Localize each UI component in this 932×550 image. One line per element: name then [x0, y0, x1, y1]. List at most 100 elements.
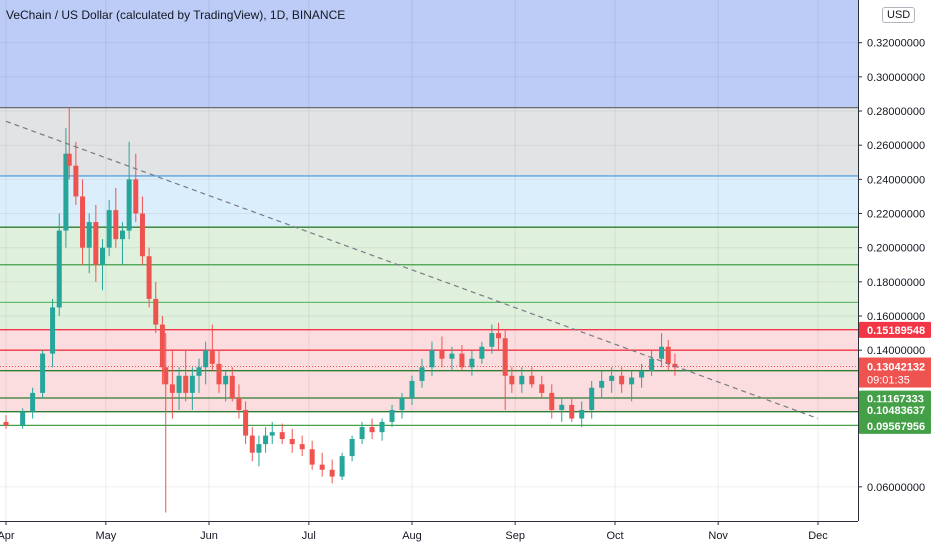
candle-body	[133, 179, 139, 214]
trendline[interactable]	[5, 120, 819, 420]
price-zone	[0, 0, 858, 108]
candle-body	[469, 358, 475, 368]
candle-body	[20, 411, 26, 426]
candle-body	[619, 375, 625, 385]
candle-body	[299, 444, 305, 450]
candle-body	[329, 469, 335, 477]
candle-body	[73, 165, 79, 197]
candle-body	[629, 377, 635, 385]
candle-body	[113, 210, 119, 240]
candle-body	[489, 333, 495, 347]
candle-body	[216, 363, 222, 385]
candle-body	[319, 464, 325, 470]
countdown-label: 09:01:35	[867, 375, 910, 387]
price-tick-label: 0.28000000	[867, 106, 925, 118]
price-tick-label: 0.06000000	[867, 482, 925, 494]
candle-body	[139, 213, 145, 257]
candle-body	[339, 456, 345, 477]
candle-body	[599, 380, 605, 388]
price-tag-label: 0.09567956	[867, 421, 925, 433]
candle-body	[399, 398, 405, 410]
time-tick-label: Nov	[708, 530, 728, 542]
candle-body	[249, 435, 255, 453]
price-tick-label: 0.18000000	[867, 277, 925, 289]
candle-body	[40, 353, 46, 393]
candle-body	[119, 230, 125, 240]
candle-body	[549, 392, 555, 410]
candle-body	[66, 153, 72, 166]
price-tick-label: 0.16000000	[867, 311, 925, 323]
candle-body	[229, 375, 235, 399]
currency-badge[interactable]: USD	[882, 7, 916, 23]
price-tag-background	[859, 417, 931, 434]
time-tick-label: Jun	[200, 530, 218, 542]
candle-body	[649, 358, 655, 371]
candle-body	[579, 409, 585, 419]
time-tick-label: Oct	[606, 530, 623, 542]
candle-body	[106, 210, 112, 248]
price-tick-label: 0.20000000	[867, 243, 925, 255]
price-tick-label: 0.22000000	[867, 209, 925, 221]
price-tick-label: 0.32000000	[867, 38, 925, 50]
price-tick-label: 0.26000000	[867, 140, 925, 152]
candle-body	[379, 421, 385, 433]
candle-body	[496, 333, 502, 339]
candle-body	[203, 350, 209, 368]
candle-body	[589, 387, 595, 410]
price-tag-background	[859, 402, 931, 419]
candle-body	[419, 367, 425, 381]
candle-body	[389, 409, 395, 422]
price-tick-label: 0.30000000	[867, 72, 925, 84]
candle-body	[309, 449, 315, 465]
time-tick-label: Sep	[505, 530, 525, 542]
candle-body	[659, 346, 665, 359]
candle-body	[209, 350, 215, 364]
price-tick-label: 0.24000000	[867, 174, 925, 186]
candle-body	[176, 375, 182, 393]
candle-body	[429, 350, 435, 368]
candle-body	[50, 307, 56, 354]
price-zone	[0, 227, 858, 330]
candle-body	[263, 435, 269, 445]
candle-body	[279, 432, 285, 440]
price-axis-background	[858, 0, 932, 550]
candle-body	[369, 427, 375, 433]
candle-body	[189, 375, 195, 393]
candle-body	[153, 298, 159, 325]
grid-lines	[0, 0, 858, 521]
candle-body	[269, 432, 275, 436]
current-price-tag-background	[859, 357, 931, 388]
time-tick-label: Apr	[0, 530, 15, 542]
candle-body	[665, 346, 671, 364]
trendline-line	[5, 120, 819, 420]
candle-body	[236, 398, 242, 410]
candle-body	[63, 153, 69, 231]
time-tick-label: Dec	[808, 530, 828, 542]
time-tick-label: May	[95, 530, 116, 542]
candle-body	[183, 375, 189, 393]
candle-body	[256, 444, 262, 453]
candle-body	[609, 375, 615, 381]
price-zone	[0, 107, 858, 176]
candle-body	[56, 230, 62, 308]
candle-body	[196, 367, 202, 376]
price-tag-label: 0.15189548	[867, 325, 925, 337]
candle-body	[146, 256, 152, 299]
candle-body	[359, 427, 365, 440]
price-tags: 0.151895480.126121610.111673330.10483637…	[859, 321, 931, 434]
candle-body	[163, 367, 169, 385]
time-axis[interactable]: Apr May Jun Jul Aug Sep Oct Nov Dec	[0, 521, 858, 542]
time-tick-label: Aug	[402, 530, 422, 542]
candle-body	[409, 380, 415, 399]
candle-body	[30, 392, 36, 412]
price-axis[interactable]: 0.06000000 0.14000000 0.16000000 0.18000000…	[858, 0, 932, 550]
candle-body	[569, 404, 575, 419]
candle-body	[519, 375, 525, 385]
candle-body	[93, 222, 99, 265]
candle-body	[80, 196, 86, 248]
candle-body	[639, 370, 645, 378]
candle-body	[529, 375, 535, 385]
candle-body	[3, 421, 9, 426]
candle-body	[289, 439, 295, 445]
